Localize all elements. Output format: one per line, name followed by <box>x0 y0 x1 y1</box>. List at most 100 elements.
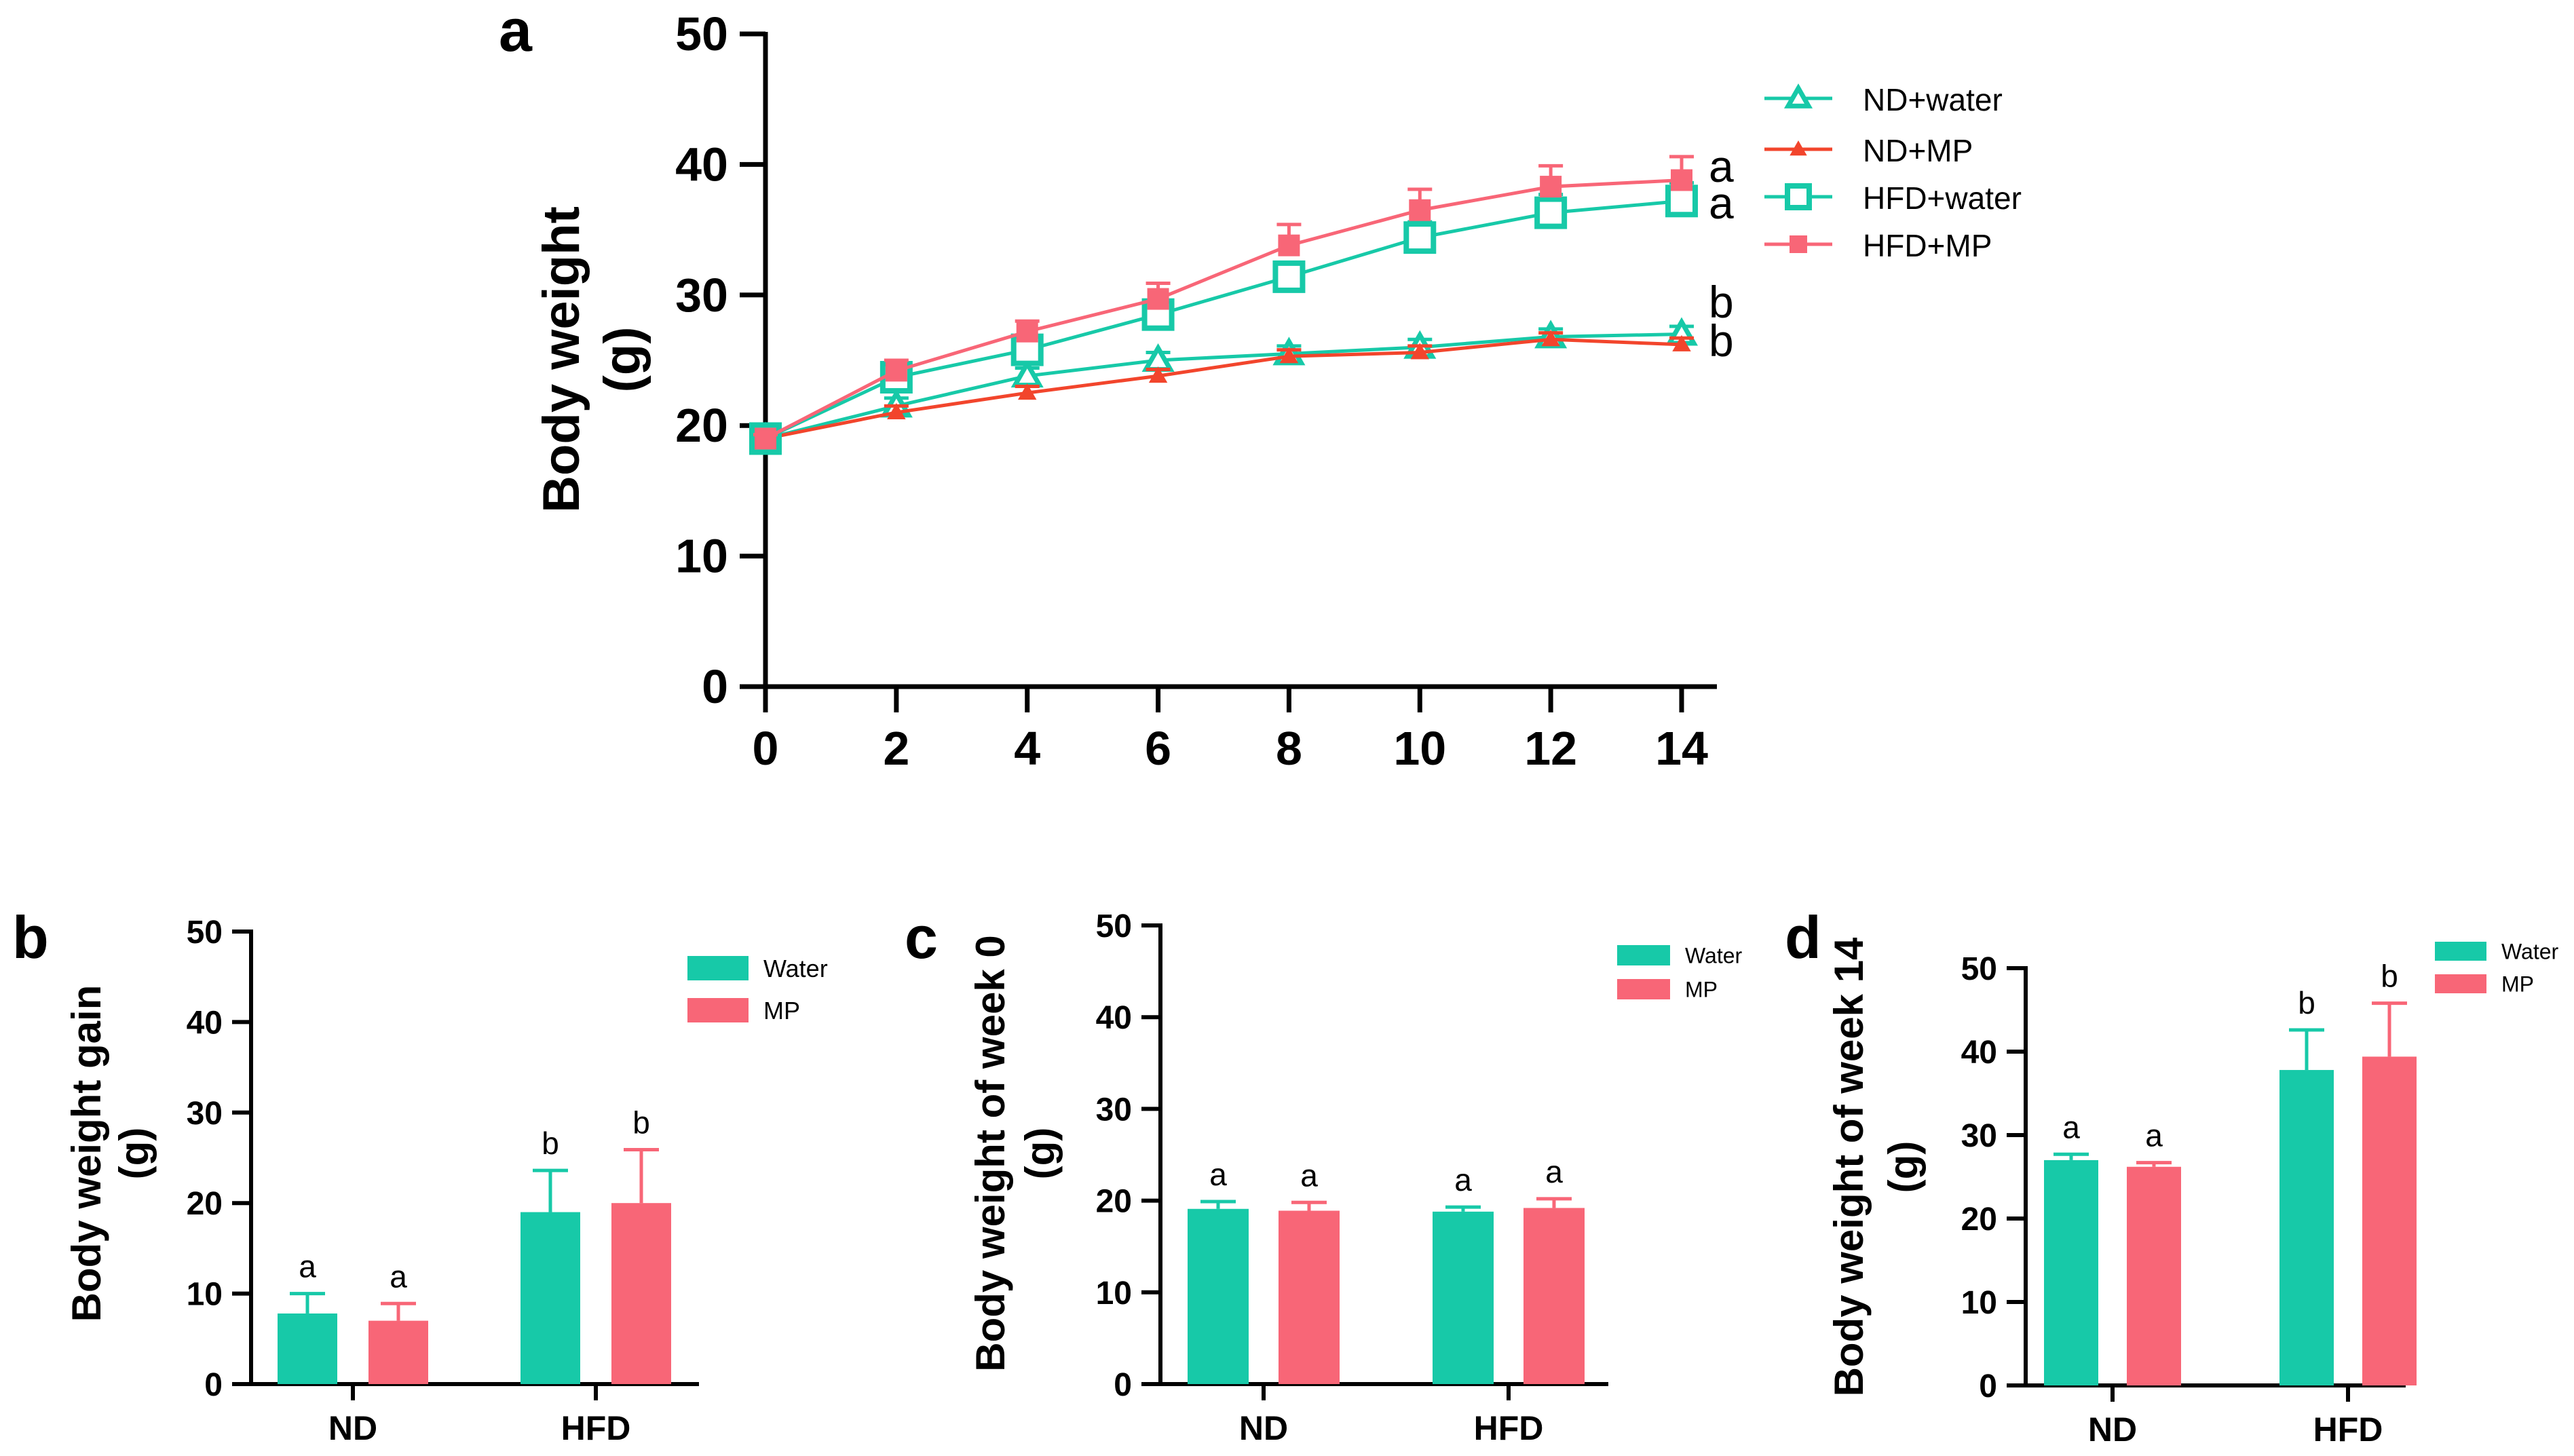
y-tick-label: 50 <box>675 7 728 60</box>
data-point <box>1016 320 1038 343</box>
x-tick-label: ND <box>328 1409 377 1447</box>
panel-b-legend: Water MP <box>687 955 828 1024</box>
legend-label: MP <box>1685 978 1718 1002</box>
x-tick-label: 4 <box>1014 722 1040 775</box>
panel-a-y-unit: (g) <box>594 326 651 392</box>
panel-label-d: d <box>1785 904 1821 971</box>
panel-b-y-label: Body weight gain <box>64 985 109 1322</box>
legend-label: Water <box>1685 944 1743 968</box>
significance-label: a <box>1545 1154 1563 1189</box>
significance-label: b <box>1709 315 1734 366</box>
significance-label: b <box>632 1105 650 1140</box>
x-tick-label: HFD <box>1474 1409 1544 1447</box>
legend-label: MP <box>763 997 800 1024</box>
y-tick-label: 20 <box>1961 1202 1997 1238</box>
y-tick-label: 10 <box>675 530 728 583</box>
significance-label: b <box>542 1126 559 1161</box>
data-point <box>755 427 776 450</box>
x-tick-label: 12 <box>1524 722 1577 775</box>
legend-label: MP <box>2501 972 2534 997</box>
bar-MP-HFD <box>2362 1056 2417 1385</box>
data-point <box>1278 234 1300 256</box>
data-point <box>1665 185 1698 218</box>
y-tick-label: 30 <box>187 1096 223 1132</box>
bar-Water-HFD <box>1433 1211 1494 1384</box>
legend-swatch <box>687 956 749 980</box>
x-tick-label: 6 <box>1145 722 1171 775</box>
panel-d-y-label: Body weight of week 14 <box>1826 937 1872 1396</box>
x-tick-label: 2 <box>883 722 909 775</box>
legend-swatch <box>1617 945 1670 965</box>
series-HFD+MP <box>753 155 1694 450</box>
data-point <box>885 360 907 382</box>
panel-a-legend: ND+water ND+MP HFD+water HFD+MP <box>1764 82 2022 263</box>
y-tick-label: 0 <box>1979 1368 1997 1404</box>
panel-a-y-label: Body weight <box>533 206 590 513</box>
panel-b-plot-area: 0 10 20 30 40 50 ND a a HFD b b <box>187 915 699 1447</box>
significance-label: a <box>299 1249 316 1284</box>
bar-MP-ND <box>2127 1166 2181 1385</box>
legend-marker <box>1790 140 1807 156</box>
panel-d-y-unit: (g) <box>1880 1141 1926 1193</box>
panel-c-bar-chart: c Body weight of week 0 (g) 0 10 20 30 40 50 N… <box>905 904 1743 1447</box>
bar-MP-HFD <box>611 1203 671 1384</box>
legend-marker <box>1785 183 1812 210</box>
significance-label: a <box>2145 1118 2163 1153</box>
x-tick-label: HFD <box>2313 1411 2383 1449</box>
y-tick-label: 30 <box>675 269 728 322</box>
data-point <box>1540 176 1562 198</box>
legend-label: ND+MP <box>1863 133 1973 168</box>
legend-marker <box>1783 83 1813 109</box>
y-tick-label: 20 <box>187 1186 223 1222</box>
bar-Water-ND <box>2044 1160 2098 1385</box>
y-tick-label: 0 <box>702 660 728 713</box>
data-point <box>1671 169 1692 191</box>
panel-c-y-unit: (g) <box>1017 1128 1063 1180</box>
y-tick-label: 50 <box>187 915 223 951</box>
significance-label: a <box>1209 1157 1227 1192</box>
legend-label: HFD+MP <box>1863 228 1992 263</box>
panel-d-plot-area: 0 10 20 30 40 50 ND a a HFD b b <box>1961 951 2417 1449</box>
data-point <box>1409 199 1431 221</box>
x-tick-label: ND <box>2088 1411 2137 1449</box>
bar-MP-HFD <box>1523 1208 1585 1384</box>
x-tick-label: 14 <box>1655 722 1708 775</box>
data-point <box>1017 383 1037 400</box>
data-point <box>1534 196 1568 229</box>
panel-c-legend: Water MP <box>1617 944 1743 1002</box>
x-tick-label: 8 <box>1276 722 1302 775</box>
panel-d-legend: Water MP <box>2435 940 2559 997</box>
series-line <box>764 178 1682 440</box>
y-tick-label: 40 <box>187 1005 223 1041</box>
legend-swatch <box>2435 942 2486 961</box>
y-tick-label: 40 <box>675 138 728 191</box>
legend-label: HFD+water <box>1863 180 2022 216</box>
legend-marker <box>1790 235 1807 253</box>
data-point <box>1672 334 1691 351</box>
significance-label: a <box>1454 1162 1472 1198</box>
panel-c-plot-area: 0 10 20 30 40 50 ND a a HFD a a <box>1096 908 1608 1447</box>
bar-Water-HFD <box>2279 1070 2334 1385</box>
y-tick-label: 10 <box>1961 1285 1997 1321</box>
y-tick-label: 50 <box>1961 951 1997 987</box>
panel-label-b: b <box>12 904 49 971</box>
series-line <box>764 199 1682 440</box>
bar-MP-ND <box>368 1320 428 1384</box>
y-tick-label: 10 <box>1096 1276 1132 1311</box>
data-point <box>1148 366 1168 383</box>
significance-label: a <box>1709 178 1734 228</box>
bar-Water-HFD <box>521 1212 580 1384</box>
panel-b-bar-chart: b Body weight gain (g) 0 10 20 30 40 50 ND a a HF… <box>12 904 828 1447</box>
series-line <box>765 337 1682 440</box>
y-tick-label: 20 <box>1096 1184 1132 1220</box>
y-tick-label: 40 <box>1961 1035 1997 1071</box>
data-point <box>1279 347 1299 364</box>
significance-label: b <box>2298 985 2315 1020</box>
legend-label: Water <box>763 955 828 982</box>
panel-label-a: a <box>499 0 533 64</box>
panel-label-c: c <box>905 904 938 971</box>
panel-a-line-chart: a Body weight (g) 0 10 20 30 40 50 0 2 4 6 8 10 12 14… <box>499 0 2022 775</box>
significance-label: a <box>1709 141 1734 191</box>
x-tick-label: 0 <box>753 722 779 775</box>
y-tick-label: 30 <box>1096 1092 1132 1128</box>
